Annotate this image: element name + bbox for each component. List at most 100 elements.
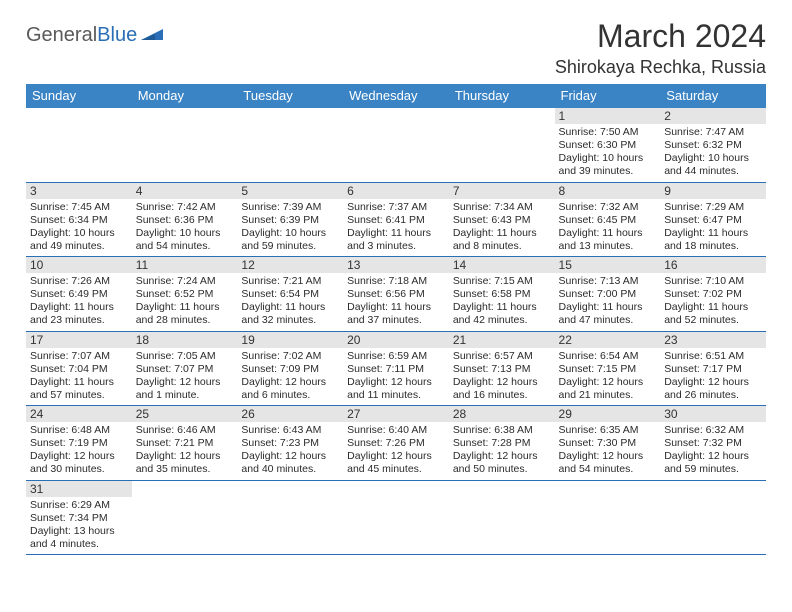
daylight-text: Daylight: 11 hours and 32 minutes. [241, 301, 339, 327]
daylight-text: Daylight: 11 hours and 42 minutes. [453, 301, 551, 327]
day-number: 15 [555, 257, 661, 274]
sunrise-text: Sunrise: 6:48 AM [30, 424, 128, 437]
sunset-text: Sunset: 7:04 PM [30, 363, 128, 376]
daylight-text: Daylight: 12 hours and 16 minutes. [453, 376, 551, 402]
day-number: 1 [555, 108, 661, 124]
weekday-sat: Saturday [660, 84, 766, 108]
day-number: 4 [132, 182, 238, 199]
weekday-sun: Sunday [26, 84, 132, 108]
sunset-text: Sunset: 6:43 PM [453, 214, 551, 227]
day-number: 14 [449, 257, 555, 274]
weekday-mon: Monday [132, 84, 238, 108]
sunset-text: Sunset: 6:52 PM [136, 288, 234, 301]
calendar-cell: Sunrise: 7:42 AMSunset: 6:36 PMDaylight:… [132, 199, 238, 257]
day-number: 12 [237, 257, 343, 274]
calendar-cell [449, 124, 555, 182]
day-number [237, 480, 343, 497]
sunrise-text: Sunrise: 7:29 AM [664, 201, 762, 214]
sunset-text: Sunset: 7:02 PM [664, 288, 762, 301]
daylight-text: Daylight: 10 hours and 49 minutes. [30, 227, 128, 253]
day-number: 19 [237, 331, 343, 348]
daylight-text: Daylight: 12 hours and 59 minutes. [664, 450, 762, 476]
weekday-wed: Wednesday [343, 84, 449, 108]
day-number [660, 480, 766, 497]
calendar-cell [237, 124, 343, 182]
sunrise-text: Sunrise: 6:51 AM [664, 350, 762, 363]
sunrise-text: Sunrise: 7:18 AM [347, 275, 445, 288]
sunrise-text: Sunrise: 7:39 AM [241, 201, 339, 214]
sunrise-text: Sunrise: 7:42 AM [136, 201, 234, 214]
calendar-cell [26, 124, 132, 182]
calendar-cell: Sunrise: 7:37 AMSunset: 6:41 PMDaylight:… [343, 199, 449, 257]
day-number: 23 [660, 331, 766, 348]
calendar-cell: Sunrise: 6:48 AMSunset: 7:19 PMDaylight:… [26, 422, 132, 480]
sunrise-text: Sunrise: 7:50 AM [559, 126, 657, 139]
sunset-text: Sunset: 6:47 PM [664, 214, 762, 227]
daylight-text: Daylight: 11 hours and 28 minutes. [136, 301, 234, 327]
sunset-text: Sunset: 6:49 PM [30, 288, 128, 301]
page-title: March 2024 [555, 18, 766, 55]
day-number: 2 [660, 108, 766, 124]
calendar-cell: Sunrise: 7:34 AMSunset: 6:43 PMDaylight:… [449, 199, 555, 257]
day-number: 16 [660, 257, 766, 274]
day-number: 26 [237, 406, 343, 423]
sunset-text: Sunset: 6:39 PM [241, 214, 339, 227]
sunset-text: Sunset: 7:11 PM [347, 363, 445, 376]
calendar-page: GeneralBlue March 2024 Shirokaya Rechka,… [0, 0, 792, 555]
sunrise-text: Sunrise: 6:46 AM [136, 424, 234, 437]
calendar-cell: Sunrise: 7:26 AMSunset: 6:49 PMDaylight:… [26, 273, 132, 331]
daylight-text: Daylight: 11 hours and 57 minutes. [30, 376, 128, 402]
daylight-text: Daylight: 12 hours and 6 minutes. [241, 376, 339, 402]
calendar-cell: Sunrise: 7:07 AMSunset: 7:04 PMDaylight:… [26, 348, 132, 406]
day-number: 31 [26, 480, 132, 497]
sunrise-text: Sunrise: 7:45 AM [30, 201, 128, 214]
calendar-row: Sunrise: 7:26 AMSunset: 6:49 PMDaylight:… [26, 273, 766, 331]
daylight-text: Daylight: 12 hours and 21 minutes. [559, 376, 657, 402]
sunset-text: Sunset: 7:09 PM [241, 363, 339, 376]
day-number: 18 [132, 331, 238, 348]
calendar-cell: Sunrise: 6:51 AMSunset: 7:17 PMDaylight:… [660, 348, 766, 406]
day-number [555, 480, 661, 497]
calendar-row: Sunrise: 7:50 AMSunset: 6:30 PMDaylight:… [26, 124, 766, 182]
sunrise-text: Sunrise: 7:10 AM [664, 275, 762, 288]
sunrise-text: Sunrise: 6:32 AM [664, 424, 762, 437]
calendar-cell: Sunrise: 6:57 AMSunset: 7:13 PMDaylight:… [449, 348, 555, 406]
calendar-cell: Sunrise: 6:46 AMSunset: 7:21 PMDaylight:… [132, 422, 238, 480]
sunrise-text: Sunrise: 7:02 AM [241, 350, 339, 363]
sunrise-text: Sunrise: 6:43 AM [241, 424, 339, 437]
logo: GeneralBlue [26, 18, 167, 47]
calendar-cell: Sunrise: 7:15 AMSunset: 6:58 PMDaylight:… [449, 273, 555, 331]
day-number: 9 [660, 182, 766, 199]
sunrise-text: Sunrise: 7:13 AM [559, 275, 657, 288]
day-number: 10 [26, 257, 132, 274]
calendar-cell [132, 497, 238, 555]
calendar-cell: Sunrise: 6:54 AMSunset: 7:15 PMDaylight:… [555, 348, 661, 406]
sunrise-text: Sunrise: 6:38 AM [453, 424, 551, 437]
calendar-cell: Sunrise: 7:47 AMSunset: 6:32 PMDaylight:… [660, 124, 766, 182]
daylight-text: Daylight: 12 hours and 11 minutes. [347, 376, 445, 402]
day-number: 6 [343, 182, 449, 199]
sunset-text: Sunset: 7:21 PM [136, 437, 234, 450]
calendar-cell: Sunrise: 7:05 AMSunset: 7:07 PMDaylight:… [132, 348, 238, 406]
calendar-cell: Sunrise: 7:50 AMSunset: 6:30 PMDaylight:… [555, 124, 661, 182]
daylight-text: Daylight: 11 hours and 37 minutes. [347, 301, 445, 327]
calendar-cell: Sunrise: 7:39 AMSunset: 6:39 PMDaylight:… [237, 199, 343, 257]
calendar-row: Sunrise: 7:07 AMSunset: 7:04 PMDaylight:… [26, 348, 766, 406]
day-number: 17 [26, 331, 132, 348]
daylight-text: Daylight: 12 hours and 30 minutes. [30, 450, 128, 476]
sunrise-text: Sunrise: 7:24 AM [136, 275, 234, 288]
daylight-text: Daylight: 12 hours and 54 minutes. [559, 450, 657, 476]
daylight-text: Daylight: 12 hours and 35 minutes. [136, 450, 234, 476]
sunset-text: Sunset: 7:34 PM [30, 512, 128, 525]
calendar-cell [555, 497, 661, 555]
day-number [343, 108, 449, 124]
sunset-text: Sunset: 7:26 PM [347, 437, 445, 450]
sunset-text: Sunset: 6:58 PM [453, 288, 551, 301]
sunset-text: Sunset: 7:19 PM [30, 437, 128, 450]
flag-icon [141, 24, 167, 47]
sunset-text: Sunset: 6:54 PM [241, 288, 339, 301]
day-number: 7 [449, 182, 555, 199]
calendar-cell: Sunrise: 7:02 AMSunset: 7:09 PMDaylight:… [237, 348, 343, 406]
daylight-text: Daylight: 12 hours and 1 minute. [136, 376, 234, 402]
day-number [237, 108, 343, 124]
